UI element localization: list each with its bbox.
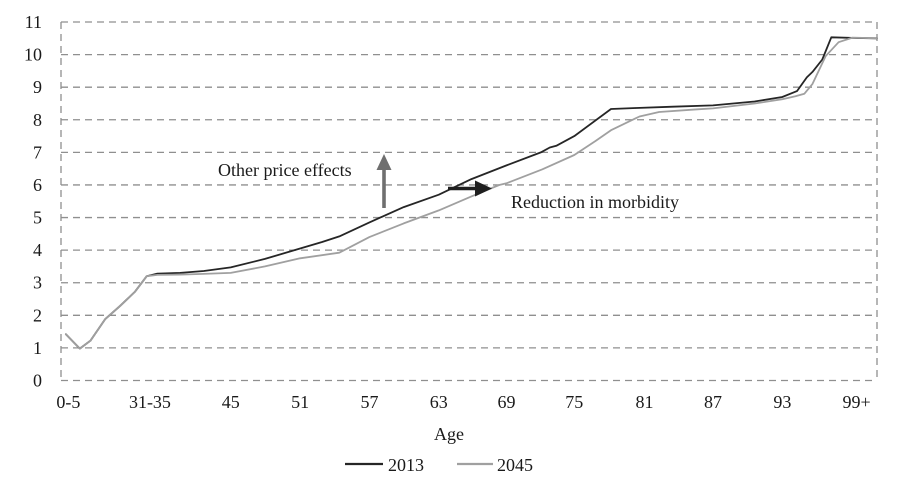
x-axis-tick-labels: 0-5 31-35 45 51 57 63 69 75 81 87 93 99+ (56, 392, 870, 412)
y-tick-label-11: 11 (25, 12, 42, 32)
series-line-2045 (65, 36, 878, 350)
x-tick-label-31-35: 31-35 (129, 392, 171, 412)
x-tick-label-0-5: 0-5 (56, 392, 80, 412)
x-tick-label-57: 57 (360, 392, 378, 412)
up-arrow-icon (376, 154, 392, 208)
x-axis-title: Age (434, 424, 464, 444)
gridlines (60, 21, 878, 382)
annotation-reduction-in-morbidity: Reduction in morbidity (448, 180, 679, 212)
other-price-effects-label: Other price effects (218, 160, 352, 180)
y-tick-label-2: 2 (33, 305, 42, 325)
y-tick-label-1: 1 (33, 338, 42, 358)
right-arrow-icon (448, 180, 492, 197)
x-tick-label-87: 87 (704, 392, 722, 412)
x-tick-label-45: 45 (222, 392, 240, 412)
x-tick-label-75: 75 (565, 392, 583, 412)
legend: 2013 2045 (345, 455, 533, 475)
series-line-2013 (65, 36, 878, 350)
x-tick-label-63: 63 (430, 392, 448, 412)
legend-label-2045: 2045 (497, 455, 533, 475)
annotation-other-price-effects: Other price effects (218, 154, 392, 208)
y-tick-label-10: 10 (24, 45, 42, 65)
y-tick-label-6: 6 (33, 175, 42, 195)
y-axis-tick-labels: 0 1 2 3 4 5 6 7 8 9 10 11 (24, 12, 42, 391)
y-tick-label-3: 3 (33, 273, 42, 293)
x-tick-label-93: 93 (773, 392, 791, 412)
x-tick-label-99+: 99+ (843, 392, 871, 412)
legend-label-2013: 2013 (388, 455, 424, 475)
y-tick-label-0: 0 (33, 371, 42, 391)
x-tick-label-69: 69 (498, 392, 516, 412)
data-series-lines (65, 36, 878, 350)
x-tick-label-81: 81 (635, 392, 653, 412)
y-tick-label-8: 8 (33, 110, 42, 130)
y-tick-label-9: 9 (33, 77, 42, 97)
y-tick-label-4: 4 (33, 240, 42, 260)
x-tick-label-51: 51 (291, 392, 309, 412)
reduction-in-morbidity-label: Reduction in morbidity (511, 192, 679, 212)
y-tick-label-7: 7 (33, 142, 42, 162)
y-tick-label-5: 5 (33, 208, 42, 228)
